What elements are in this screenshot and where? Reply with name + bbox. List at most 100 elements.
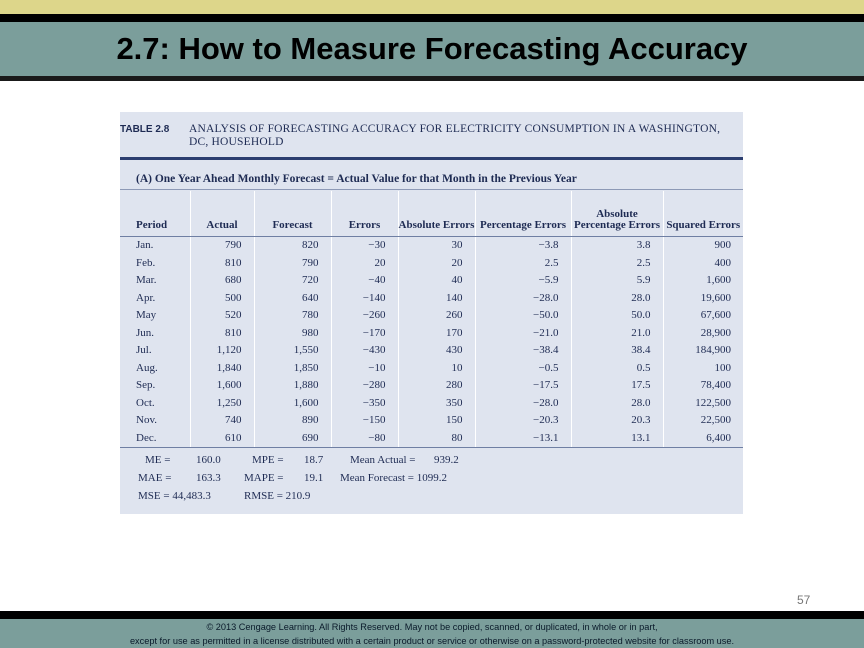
value-cell: 20 [397, 254, 475, 272]
value-cell: 20 [330, 254, 398, 272]
table-row: Jun. 810 980 −170 170 −21.0 21.0 28,900 [120, 324, 743, 342]
mean-actual-label: Mean Actual = [350, 454, 416, 466]
table-row: Oct. 1,250 1,600 −350 350 −28.0 28.0 122,500 [120, 394, 743, 412]
value-cell: 67,600 [662, 307, 743, 325]
slide-title: 2.7: How to Measure Forecasting Accuracy [116, 31, 748, 66]
period-cell: May [136, 309, 157, 322]
column-header: Errors [330, 191, 398, 237]
value-cell: 1,600 [189, 377, 254, 395]
period-cell: Sep. [136, 379, 156, 392]
top-accent-strip [0, 0, 864, 14]
value-cell: −280 [330, 377, 398, 395]
table-body: Jan. 790 820 −30 30 −3.8 3.8 900 Feb. 810 790 20 20 2… [120, 236, 743, 448]
value-cell: −350 [330, 394, 398, 412]
value-cell: −140 [330, 289, 398, 307]
table-row: Feb. 810 790 20 20 2.5 2.5 400 [120, 254, 743, 272]
period-cell: Aug. [136, 361, 158, 374]
value-cell: 2.5 [570, 254, 663, 272]
table-row: Nov. 740 890 −150 150 −20.3 20.3 22,500 [120, 412, 743, 430]
table-label: TABLE 2.8 [120, 124, 170, 135]
value-cell: 10 [397, 359, 475, 377]
value-cell: 890 [253, 412, 331, 430]
mean-forecast: Mean Forecast = 1099.2 [340, 472, 448, 484]
value-cell: 260 [397, 307, 475, 325]
value-cell: −10 [330, 359, 398, 377]
value-cell: 690 [253, 429, 331, 448]
copyright-line-2: except for use as permitted in a license… [129, 636, 735, 646]
value-cell: 140 [397, 289, 475, 307]
value-cell: −3.8 [474, 236, 571, 255]
column-header: Percentage Errors [474, 191, 571, 237]
value-cell: −40 [330, 272, 398, 290]
value-cell: −430 [330, 342, 398, 360]
period-cell: Nov. [136, 414, 157, 427]
copyright-line-1: © 2013 Cengage Learning. All Rights Rese… [206, 622, 658, 632]
table-subheading: (A) One Year Ahead Monthly Forecast = Ac… [136, 173, 577, 185]
top-divider [0, 14, 864, 22]
value-cell: 150 [397, 412, 475, 430]
value-cell: 184,900 [662, 342, 743, 360]
value-cell: 500 [189, 289, 254, 307]
period-cell: Feb. [136, 256, 156, 269]
table-row: Mar. 680 720 −40 40 −5.9 5.9 1,600 [120, 272, 743, 290]
value-cell: −17.5 [474, 377, 571, 395]
value-cell: 980 [253, 324, 331, 342]
value-cell: 22,500 [662, 412, 743, 430]
mape-value: 19.1 [304, 472, 324, 484]
period-cell: Jul. [136, 344, 152, 357]
page-number: 57 [797, 593, 811, 607]
forecast-data-table: Period Actual Forecast Errors Absolute E… [120, 191, 743, 448]
value-cell: 6,400 [662, 429, 743, 448]
value-cell: 1,840 [189, 359, 254, 377]
value-cell: 100 [662, 359, 743, 377]
summary-statistics: ME = 160.0 MPE = 18.7 Mean Actual = 939.… [120, 452, 743, 512]
mse: MSE = 44,483.3 [138, 490, 211, 502]
value-cell: 40 [397, 272, 475, 290]
value-cell: 1,600 [662, 272, 743, 290]
value-cell: 680 [189, 272, 254, 290]
table-title: ANALYSIS OF FORECASTING ACCURACY FOR ELE… [189, 123, 721, 148]
value-cell: −21.0 [474, 324, 571, 342]
table-row: May 520 780 −260 260 −50.0 50.0 67,600 [120, 307, 743, 325]
value-cell: −28.0 [474, 394, 571, 412]
value-cell: 810 [189, 324, 254, 342]
me-label: ME = [145, 454, 171, 466]
column-header: Absolute Percentage Errors [570, 191, 663, 237]
value-cell: −5.9 [474, 272, 571, 290]
value-cell: 1,880 [253, 377, 331, 395]
period-cell: Mar. [136, 274, 157, 287]
value-cell: 430 [397, 342, 475, 360]
value-cell: −20.3 [474, 412, 571, 430]
value-cell: 38.4 [570, 342, 663, 360]
value-cell: 50.0 [570, 307, 663, 325]
table-top-rule [120, 157, 743, 160]
table-row: Apr. 500 640 −140 140 −28.0 28.0 19,600 [120, 289, 743, 307]
value-cell: 790 [189, 236, 254, 255]
value-cell: 400 [662, 254, 743, 272]
column-header: Forecast [253, 191, 331, 237]
value-cell: −13.1 [474, 429, 571, 448]
mape-label: MAPE = [244, 472, 284, 484]
table-row: Jul. 1,120 1,550 −430 430 −38.4 38.4 184,900 [120, 342, 743, 360]
value-cell: 5.9 [570, 272, 663, 290]
column-header: Actual [189, 191, 254, 237]
period-cell: Jun. [136, 326, 155, 339]
value-cell: 520 [189, 307, 254, 325]
table-row: Sep. 1,600 1,880 −280 280 −17.5 17.5 78,400 [120, 377, 743, 395]
column-header: Absolute Errors [397, 191, 475, 237]
value-cell: 19,600 [662, 289, 743, 307]
table-row: Dec. 610 690 −80 80 −13.1 13.1 6,400 [120, 429, 743, 448]
value-cell: 0.5 [570, 359, 663, 377]
value-cell: 170 [397, 324, 475, 342]
table-header-row: Period Actual Forecast Errors Absolute E… [120, 191, 743, 237]
me-value: 160.0 [196, 454, 221, 466]
value-cell: 3.8 [570, 236, 663, 255]
value-cell: 1,600 [253, 394, 331, 412]
value-cell: 740 [189, 412, 254, 430]
value-cell: 13.1 [570, 429, 663, 448]
value-cell: −38.4 [474, 342, 571, 360]
title-band: 2.7: How to Measure Forecasting Accuracy [0, 22, 864, 76]
value-cell: 720 [253, 272, 331, 290]
value-cell: −80 [330, 429, 398, 448]
table-caption: TABLE 2.8 ANALYSIS OF FORECASTING ACCURA… [120, 122, 743, 162]
